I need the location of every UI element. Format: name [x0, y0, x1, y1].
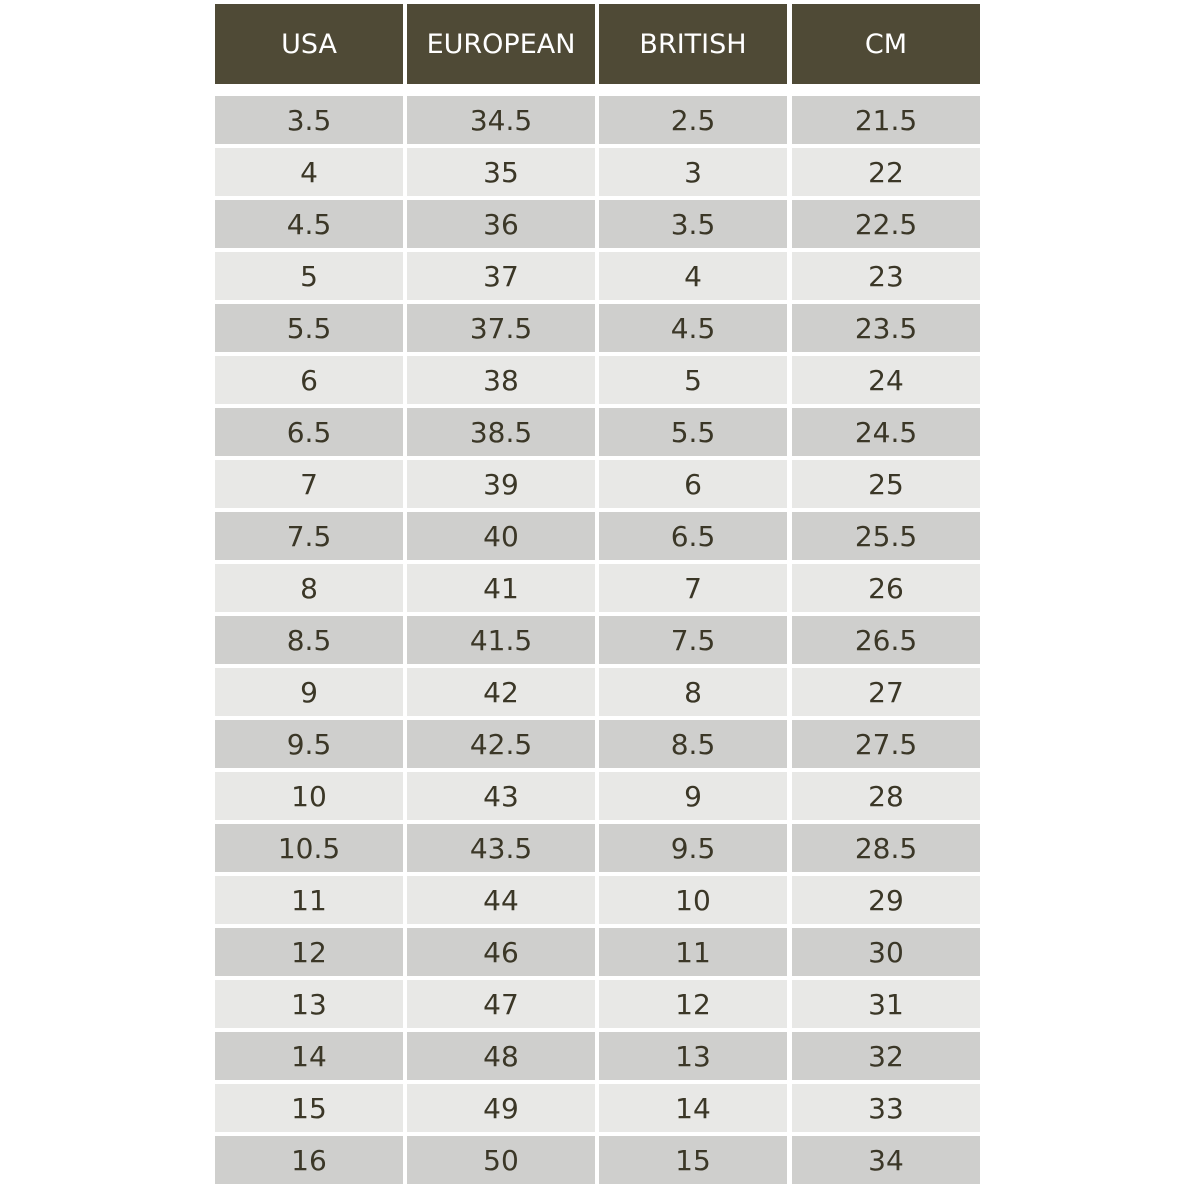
table-cell: 28.5: [792, 824, 980, 872]
table-cell: 6.5: [215, 408, 403, 456]
table-cell: 3.5: [599, 200, 787, 248]
table-cell: 24: [792, 356, 980, 404]
table-cell: 31: [792, 980, 980, 1028]
table-cell: 28: [792, 772, 980, 820]
table-cell: 13: [215, 980, 403, 1028]
table-cell: 8.5: [599, 720, 787, 768]
table-cell: 24.5: [792, 408, 980, 456]
table-cell: 9: [599, 772, 787, 820]
header-cell: USA: [215, 4, 403, 84]
table-cell: 50: [407, 1136, 595, 1184]
table-cell: 5.5: [215, 304, 403, 352]
table-cell: 48: [407, 1032, 595, 1080]
header-cell: CM: [792, 4, 980, 84]
table-cell: 34.5: [407, 96, 595, 144]
table-cell: 9.5: [215, 720, 403, 768]
table-cell: 6: [599, 460, 787, 508]
table-cell: 9: [215, 668, 403, 716]
table-cell: 12: [215, 928, 403, 976]
table-cell: 10: [599, 876, 787, 924]
table-cell: 41.5: [407, 616, 595, 664]
table-cell: 4: [599, 252, 787, 300]
table-cell: 25: [792, 460, 980, 508]
table-cell: 10: [215, 772, 403, 820]
table-cell: 4.5: [215, 200, 403, 248]
table-cell: 11: [599, 928, 787, 976]
table-cell: 33: [792, 1084, 980, 1132]
table-cell: 42.5: [407, 720, 595, 768]
table-cell: 27.5: [792, 720, 980, 768]
table-cell: 12: [599, 980, 787, 1028]
table-cell: 26: [792, 564, 980, 612]
table-cell: 27: [792, 668, 980, 716]
header-cell: EUROPEAN: [407, 4, 595, 84]
table-cell: 14: [599, 1084, 787, 1132]
table-cell: 15: [215, 1084, 403, 1132]
table-cell: 7.5: [215, 512, 403, 560]
table-cell: 47: [407, 980, 595, 1028]
table-cell: 41: [407, 564, 595, 612]
table-cell: 7.5: [599, 616, 787, 664]
table-cell: 8: [215, 564, 403, 612]
table-cell: 44: [407, 876, 595, 924]
table-cell: 38.5: [407, 408, 595, 456]
table-cell: 26.5: [792, 616, 980, 664]
header-cell: BRITISH: [599, 4, 787, 84]
table-cell: 36: [407, 200, 595, 248]
table-cell: 43.5: [407, 824, 595, 872]
table-cell: 34: [792, 1136, 980, 1184]
table-cell: 37: [407, 252, 595, 300]
table-cell: 7: [215, 460, 403, 508]
table-cell: 2.5: [599, 96, 787, 144]
table-cell: 6.5: [599, 512, 787, 560]
table-cell: 11: [215, 876, 403, 924]
table-cell: 15: [599, 1136, 787, 1184]
table-cell: 39: [407, 460, 595, 508]
table-cell: 10.5: [215, 824, 403, 872]
table-cell: 23: [792, 252, 980, 300]
table-cell: 5: [599, 356, 787, 404]
table-cell: 43: [407, 772, 595, 820]
table-cell: 8.5: [215, 616, 403, 664]
table-cell: 8: [599, 668, 787, 716]
table-cell: 46: [407, 928, 595, 976]
table-cell: 7: [599, 564, 787, 612]
table-cell: 5: [215, 252, 403, 300]
table-cell: 5.5: [599, 408, 787, 456]
table-cell: 35: [407, 148, 595, 196]
table-cell: 6: [215, 356, 403, 404]
table-cell: 30: [792, 928, 980, 976]
table-cell: 4.5: [599, 304, 787, 352]
table-cell: 3: [599, 148, 787, 196]
table-cell: 4: [215, 148, 403, 196]
table-cell: 23.5: [792, 304, 980, 352]
table-cell: 14: [215, 1032, 403, 1080]
table-cell: 37.5: [407, 304, 595, 352]
table-cell: 3.5: [215, 96, 403, 144]
table-cell: 22: [792, 148, 980, 196]
table-cell: 49: [407, 1084, 595, 1132]
table-cell: 21.5: [792, 96, 980, 144]
table-cell: 25.5: [792, 512, 980, 560]
table-cell: 13: [599, 1032, 787, 1080]
table-cell: 38: [407, 356, 595, 404]
table-cell: 16: [215, 1136, 403, 1184]
table-cell: 9.5: [599, 824, 787, 872]
table-cell: 32: [792, 1032, 980, 1080]
table-cell: 40: [407, 512, 595, 560]
table-cell: 22.5: [792, 200, 980, 248]
table-cell: 29: [792, 876, 980, 924]
table-cell: 42: [407, 668, 595, 716]
